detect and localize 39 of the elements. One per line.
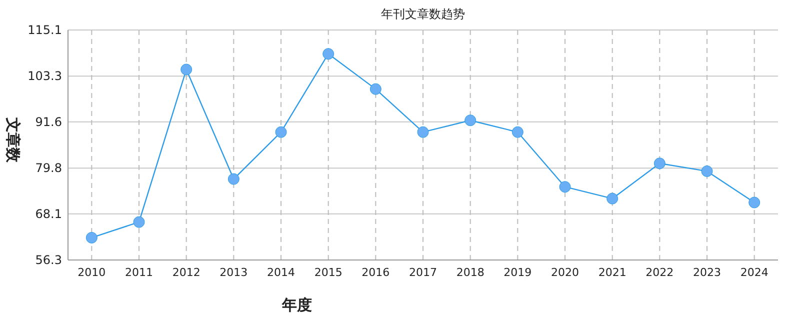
x-tick-label: 2015 xyxy=(314,266,342,279)
y-tick-label: 115.1 xyxy=(28,23,62,37)
point xyxy=(464,114,476,126)
x-tick-label: 2010 xyxy=(78,266,106,279)
point xyxy=(228,173,240,185)
point xyxy=(180,64,192,76)
x-tick-label: 2011 xyxy=(125,266,153,279)
point xyxy=(701,165,713,177)
x-tick-label: 2013 xyxy=(220,266,248,279)
point xyxy=(559,181,571,193)
x-tick-label: 2022 xyxy=(646,266,674,279)
point xyxy=(86,232,98,244)
point xyxy=(654,158,666,170)
x-tick-label: 2023 xyxy=(693,266,721,279)
x-tick-label: 2024 xyxy=(740,266,768,279)
point xyxy=(322,48,334,60)
x-tick-label: 2014 xyxy=(267,266,295,279)
y-tick-label: 91.6 xyxy=(35,114,62,129)
x-tick-label: 2018 xyxy=(456,266,484,279)
x-axis-title: 年度 xyxy=(281,296,312,314)
point xyxy=(748,196,760,208)
y-axis-title: 文章数 xyxy=(4,116,22,164)
x-tick-label: 2016 xyxy=(362,266,390,279)
point xyxy=(370,83,382,95)
y-tick-label: 79.8 xyxy=(35,161,62,176)
point xyxy=(512,126,524,138)
y-tick-label: 103.3 xyxy=(28,69,62,84)
point xyxy=(417,126,429,138)
point xyxy=(133,216,145,228)
point xyxy=(275,126,287,138)
x-tick-label: 2020 xyxy=(551,266,579,279)
x-tick-label: 2012 xyxy=(172,266,200,279)
x-tick-label: 2017 xyxy=(409,266,437,279)
x-tick-label: 2021 xyxy=(598,266,626,279)
y-tick-label: 56.3 xyxy=(35,253,62,267)
chart-title: 年刊文章数趋势 xyxy=(381,7,465,21)
y-tick-label: 68.1 xyxy=(35,206,62,221)
x-tick-label: 2019 xyxy=(504,266,532,279)
point xyxy=(606,192,618,204)
